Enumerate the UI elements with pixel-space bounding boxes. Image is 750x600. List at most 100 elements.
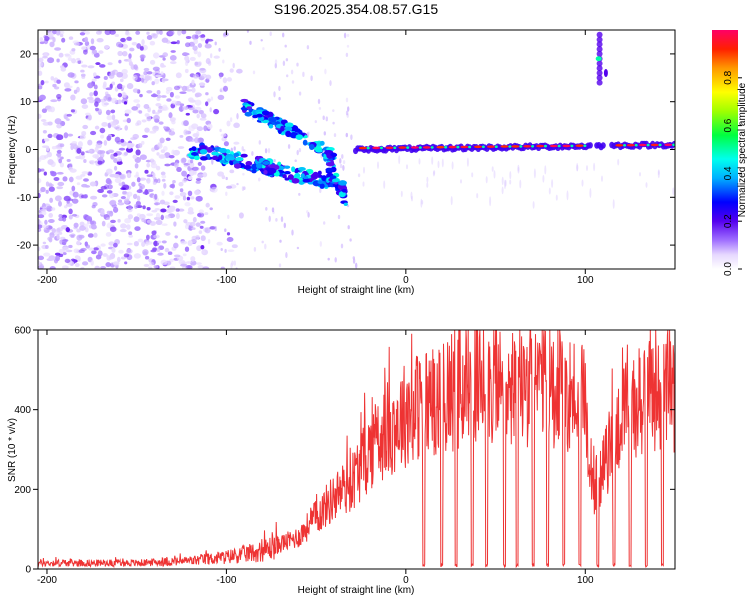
heatmap-cell — [152, 125, 159, 132]
snr-frame — [37, 329, 676, 570]
heatmap-cell — [139, 177, 147, 181]
heatmap-cell — [325, 167, 334, 173]
heatmap-cell — [236, 182, 239, 186]
heatmap-cell — [161, 37, 169, 43]
heatmap-cell — [117, 99, 122, 104]
heatmap-cell — [176, 40, 180, 45]
heatmap-cell — [298, 147, 302, 153]
heatmap-cell — [103, 95, 108, 101]
heatmap-cell — [504, 179, 507, 187]
heatmap-cell — [311, 173, 319, 179]
heatmap-cell — [194, 34, 199, 39]
heatmap-cell — [47, 57, 55, 64]
heatmap-cell — [226, 156, 236, 161]
heatmap-cell — [64, 258, 71, 264]
heatmap-cell — [205, 202, 210, 208]
heatmap-cell — [331, 178, 340, 183]
heatmap-cell — [163, 182, 167, 189]
heatmap-cell — [236, 113, 239, 120]
heatmap-cell — [148, 266, 153, 269]
heatmap-cell — [220, 266, 225, 269]
heatmap-cell — [523, 145, 532, 148]
heatmap-cell — [170, 50, 176, 53]
heatmap-cell — [444, 145, 448, 149]
heatmap-cell — [220, 133, 227, 137]
heatmap-cell — [178, 259, 186, 265]
heatmap-cell — [126, 224, 131, 230]
heatmap-cell — [112, 261, 120, 266]
heatmap-cell — [319, 56, 322, 60]
heatmap-cell — [101, 121, 108, 127]
heatmap-cell — [76, 182, 81, 186]
heatmap-cell — [195, 234, 200, 240]
heatmap-cell — [156, 94, 162, 99]
heatmap-cell — [175, 212, 180, 220]
heatmap-cell — [319, 183, 325, 189]
heatmap-cell — [600, 142, 606, 149]
heatmap-cell — [433, 170, 436, 175]
heatmap-cell — [664, 143, 673, 147]
heatmap-cell — [120, 223, 127, 229]
heatmap-cell — [83, 178, 89, 182]
heatmap-cell — [245, 161, 253, 166]
heatmap-cell — [57, 181, 65, 187]
heatmap-cell — [352, 256, 355, 260]
heatmap-cell — [43, 226, 50, 234]
heatmap-cell — [174, 95, 181, 99]
heatmap-cell — [291, 166, 296, 173]
heatmap-cell — [504, 179, 506, 190]
heatmap-cell — [448, 145, 457, 149]
heatmap-cell — [125, 248, 133, 254]
heatmap-cell — [164, 247, 170, 253]
heatmap-cell — [184, 202, 191, 207]
heatmap-cell — [326, 152, 331, 159]
heatmap-cell — [109, 121, 117, 126]
heatmap-cell — [155, 219, 163, 225]
heatmap-cell — [214, 226, 217, 232]
heatmap-cell — [76, 234, 83, 241]
heatmap-cell — [38, 260, 41, 265]
heatmap-cell — [79, 32, 86, 36]
heatmap-cell — [596, 46, 603, 53]
heatmap-cell — [38, 96, 41, 102]
heatmap-cell — [105, 231, 112, 237]
heatmap-cell — [69, 163, 73, 168]
heatmap-cell — [319, 140, 325, 146]
heatmap-cell — [111, 97, 118, 104]
heatmap-cell — [657, 169, 660, 175]
heatmap-cell — [42, 130, 47, 134]
heatmap-cell — [205, 58, 211, 65]
heatmap-cell — [68, 208, 73, 215]
heatmap-cell — [114, 34, 120, 37]
heatmap-cell — [50, 161, 56, 168]
heatmap-cell — [596, 60, 603, 67]
heatmap-cell — [62, 252, 67, 256]
heatmap-cell — [188, 99, 196, 103]
heatmap-cell — [468, 145, 472, 149]
heatmap-cell — [242, 172, 245, 176]
heatmap-cell — [88, 98, 95, 104]
heatmap-cell — [350, 134, 353, 141]
heatmap-cell — [123, 198, 130, 204]
heatmap-cell — [116, 161, 123, 165]
heatmap-cell — [71, 141, 78, 145]
heatmap-cell — [474, 145, 482, 149]
heatmap-cell — [233, 260, 236, 266]
heatmap-cell — [38, 219, 41, 225]
heatmap-cell — [286, 74, 289, 78]
heatmap-cell — [165, 231, 171, 236]
heatmap-cell — [509, 171, 512, 180]
heatmap-cell — [302, 71, 305, 78]
heatmap-cell — [56, 149, 62, 154]
heatmap-cell — [199, 148, 208, 155]
heatmap-cell — [146, 31, 150, 35]
y-tick-label: 0 — [25, 145, 31, 156]
heatmap-cell — [195, 222, 201, 227]
heatmap-cell — [170, 117, 177, 122]
heatmap-cell — [100, 185, 107, 190]
heatmap-cell — [126, 242, 133, 246]
heatmap-cell — [205, 92, 209, 96]
heatmap-cell — [197, 173, 204, 178]
heatmap-cell — [249, 40, 252, 45]
heatmap-cell — [493, 170, 496, 179]
